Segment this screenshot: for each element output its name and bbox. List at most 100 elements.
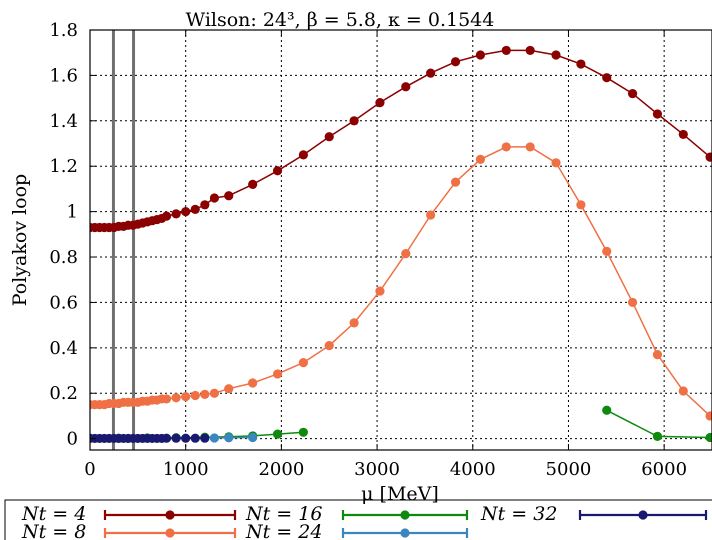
x-tick-label: 5000 [546, 459, 592, 480]
x-tick-label: 6000 [641, 459, 687, 480]
y-tick-label: 1 [67, 202, 78, 223]
data-point [200, 389, 210, 399]
data-point [375, 98, 385, 108]
legend-label: Nt = 24 [245, 521, 322, 540]
data-point [298, 427, 308, 437]
data-point [602, 405, 612, 415]
y-tick-label: 1.4 [49, 111, 78, 132]
data-point [678, 129, 688, 140]
data-point [190, 433, 200, 443]
data-point [324, 340, 334, 351]
data-point [501, 142, 511, 152]
data-point [171, 393, 181, 403]
data-point [224, 191, 234, 201]
data-point [551, 158, 561, 168]
x-tick-label: 3000 [354, 459, 400, 480]
y-tick-label: 0.2 [49, 383, 78, 404]
x-tick-label: 2000 [258, 459, 304, 480]
data-point [401, 82, 411, 92]
series-nt32 [90, 433, 210, 444]
data-point [298, 357, 308, 368]
plot-frame [89, 29, 712, 451]
data-point [248, 179, 258, 189]
data-point [602, 73, 612, 83]
data-point [190, 204, 200, 214]
chart-title: Wilson: 24³, β = 5.8, κ = 0.1544 [186, 9, 495, 31]
data-point [551, 50, 561, 60]
x-tick-label: 1000 [163, 459, 209, 480]
legend-label: Nt = 16 [245, 503, 322, 525]
data-point [209, 193, 219, 203]
data-point [627, 88, 638, 99]
y-tick-label: 1.2 [49, 156, 78, 177]
series-group [90, 45, 712, 444]
series-layer [90, 45, 712, 444]
x-tick-label: 0 [84, 459, 95, 480]
grid [90, 29, 712, 450]
data-point [475, 50, 486, 60]
data-point [181, 207, 191, 217]
legend-marker [165, 510, 175, 520]
data-point [272, 369, 283, 379]
data-point [200, 200, 210, 210]
data-point [501, 45, 511, 56]
data-point [181, 433, 191, 443]
y-axis-label: Polyakov loop [9, 174, 31, 306]
data-point [576, 59, 586, 69]
data-point [324, 132, 334, 142]
ticks: 0 1000 2000 3000 4000 5000 6000 0 0.2 0.4 0.6 0.8 1 1… [49, 20, 687, 480]
series-line [214, 436, 253, 439]
data-point [652, 109, 663, 119]
data-point [190, 390, 200, 401]
y-tick-label: 0.4 [49, 338, 78, 359]
data-point [450, 177, 461, 187]
x-tick-label: 4000 [450, 459, 496, 480]
data-point [272, 429, 283, 439]
data-point [272, 166, 283, 176]
data-point [209, 388, 219, 398]
data-point [705, 411, 712, 421]
legend-label: Nt = 4 [21, 503, 86, 525]
legend-marker [400, 528, 410, 538]
y-tick-label: 0.8 [49, 247, 78, 268]
data-point [349, 318, 359, 328]
data-point [298, 150, 308, 160]
y-tick-label: 1.8 [49, 20, 78, 41]
data-point [200, 433, 210, 443]
legend-entry: Nt = 24 [245, 521, 469, 540]
y-tick-label: 1.6 [49, 65, 78, 86]
data-point [224, 433, 234, 443]
legend-marker [638, 510, 648, 520]
data-point [705, 152, 712, 162]
legend-entry: Nt = 4 [21, 503, 237, 525]
data-point [248, 432, 258, 443]
series-nt8 [90, 142, 712, 421]
legend-box [4, 499, 712, 540]
legend-marker [400, 510, 410, 520]
data-point [161, 394, 172, 404]
series-line [90, 49, 711, 229]
data-point [171, 433, 181, 443]
legend-label: Nt = 8 [21, 521, 86, 540]
data-point [602, 246, 612, 256]
data-point [224, 384, 234, 394]
data-point [161, 433, 172, 443]
data-point [426, 68, 436, 78]
y-tick-label: 0.6 [49, 292, 78, 313]
legend-label: Nt = 32 [480, 503, 557, 525]
legend-entry: Nt = 32 [480, 503, 708, 525]
data-point [652, 431, 663, 441]
data-point [426, 210, 436, 220]
series-nt24 [209, 432, 258, 443]
x-axis-label: μ [MeV] [361, 483, 439, 505]
data-point [652, 350, 663, 360]
series-nt4 [90, 45, 712, 233]
data-point [678, 386, 688, 396]
data-point [475, 154, 486, 165]
data-point [450, 57, 461, 67]
vertical-markers [111, 30, 136, 450]
data-point [375, 286, 385, 296]
data-point [181, 392, 191, 402]
